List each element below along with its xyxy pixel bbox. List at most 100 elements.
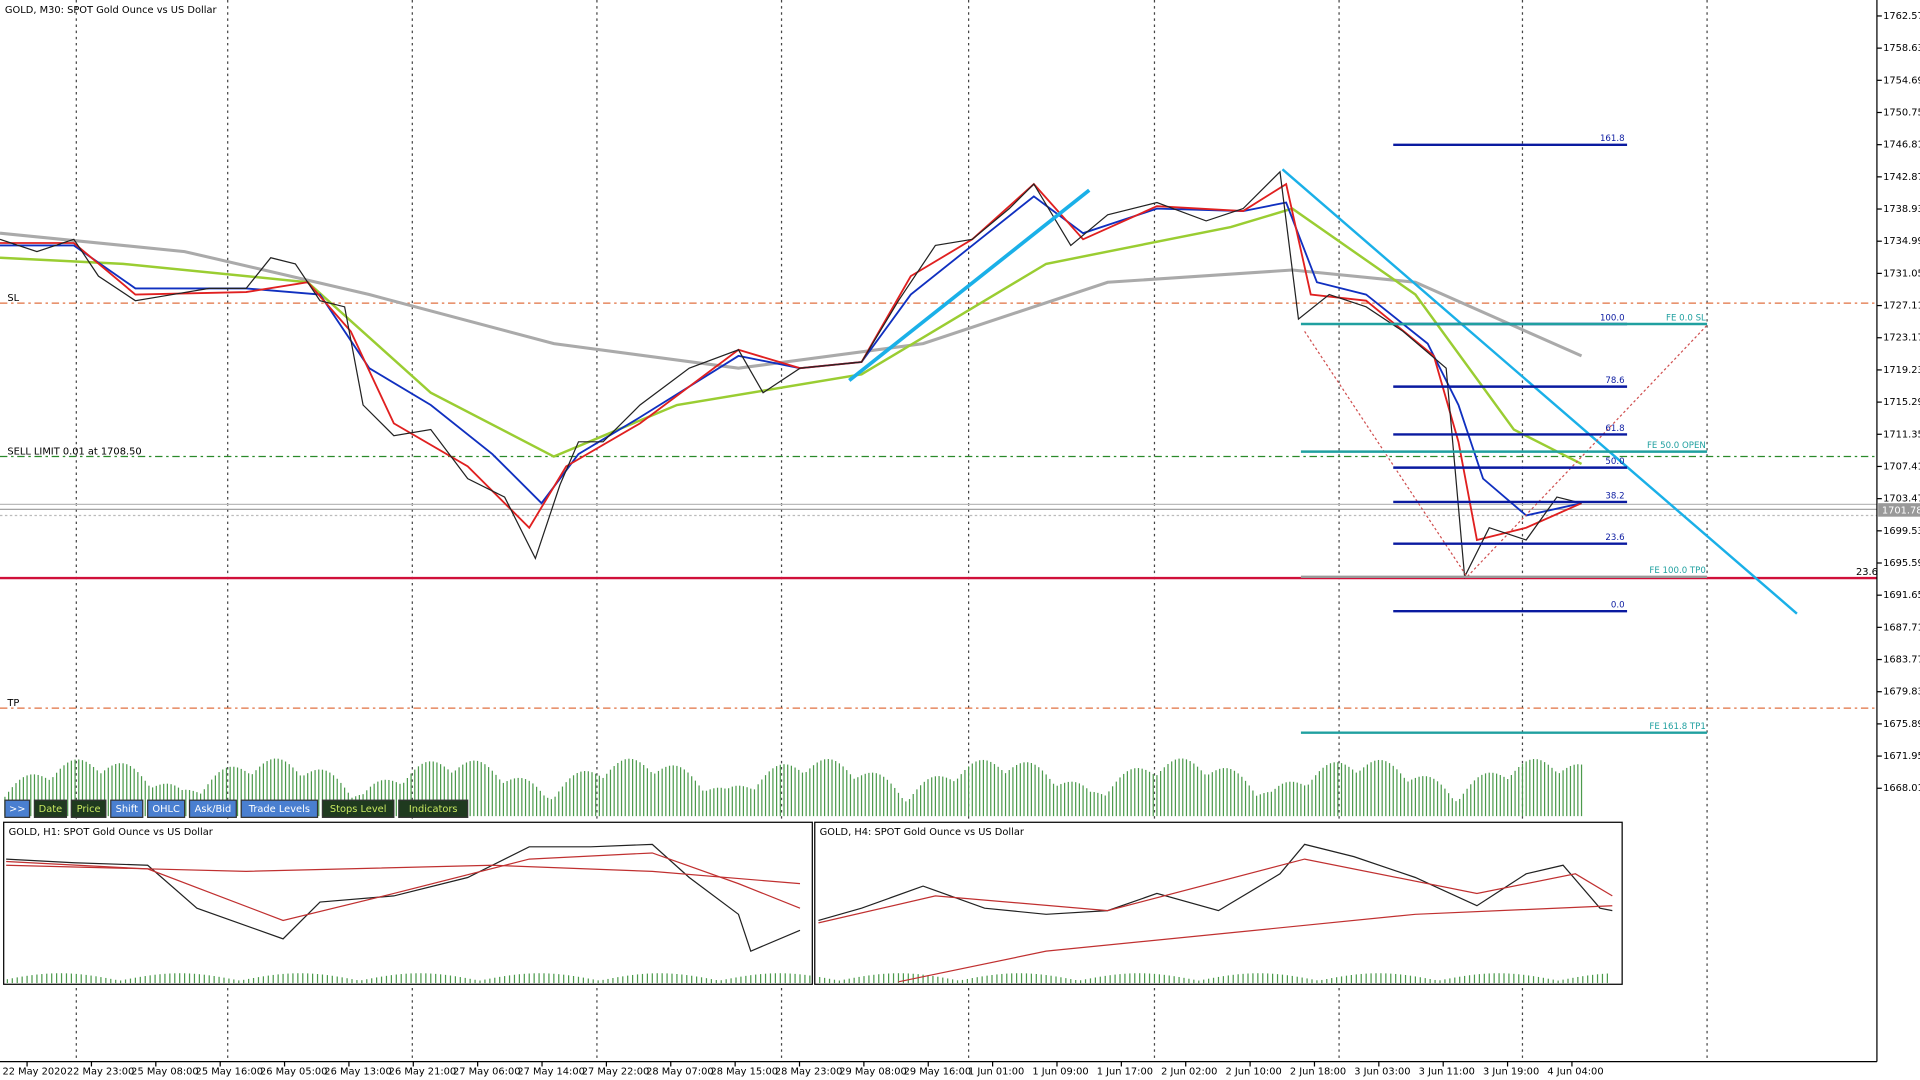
- expansion: FE 0.0 SL FE 50.0 OPEN FE 100.0 TP0 FE 161.…: [1300, 313, 1708, 734]
- price-label: 1691.65: [1883, 590, 1920, 601]
- price-label: 1723.17: [1883, 333, 1920, 344]
- time-label: 27 May 06:00: [453, 1066, 521, 1077]
- tp-label: TP: [6, 698, 19, 709]
- trend-line: [1281, 168, 1798, 615]
- fib-label: 23.6: [1605, 533, 1624, 543]
- price-label: 1731.05: [1883, 268, 1920, 279]
- price-label: 1742.87: [1883, 172, 1920, 183]
- subchart-title: GOLD, H4: SPOT Gold Ounce vs US Dollar: [820, 827, 1025, 838]
- price-label: 1711.35: [1883, 429, 1920, 440]
- time-label: 1 Jun 09:00: [1032, 1066, 1088, 1077]
- button-label: Stops Level: [330, 804, 387, 815]
- button-face: [70, 799, 107, 818]
- button-label: Shift: [116, 804, 139, 815]
- time-label: 28 May 23:00: [775, 1066, 843, 1077]
- price-label: 1683.77: [1883, 655, 1920, 666]
- price-label: 1695.59: [1883, 558, 1920, 569]
- ma-red: [0, 182, 1582, 542]
- trend-line: [848, 188, 1091, 382]
- time-label: 1 Jun 01:00: [968, 1066, 1024, 1077]
- toolbar-button[interactable]: Date: [33, 799, 68, 818]
- fib-label: 50.0: [1605, 457, 1624, 467]
- button-face: [240, 799, 319, 818]
- button-face: [188, 799, 237, 818]
- fib-label: 0.0: [1611, 601, 1625, 611]
- button-face: [147, 799, 186, 818]
- time-label: 22 May 23:00: [67, 1066, 135, 1077]
- fe-label: FE 161.8 TP1: [1649, 722, 1705, 732]
- time-label: 26 May 21:00: [389, 1066, 457, 1077]
- volumes: [4, 758, 1583, 817]
- price-label: 1675.89: [1883, 719, 1920, 730]
- price-label: 1750.75: [1883, 107, 1920, 118]
- price-axis: 1762.57 1758.63 1754.69 1750.75 1746.81 1742.…: [1876, 11, 1920, 794]
- fe-label: FE 0.0 SL: [1666, 313, 1706, 323]
- time-label: 29 May 16:00: [904, 1066, 972, 1077]
- subchart-frame: [3, 821, 813, 985]
- time-label: 3 Jun 19:00: [1483, 1066, 1539, 1077]
- toolbar-button[interactable]: OHLC: [147, 799, 186, 818]
- h4-ma: [818, 858, 1613, 924]
- h4-price: [818, 843, 1613, 922]
- chart-title: GOLD, M30: SPOT Gold Ounce vs US Dollar: [5, 5, 218, 16]
- fib-label: 38.2: [1605, 491, 1624, 501]
- fe-label: FE 50.0 OPEN: [1647, 441, 1706, 451]
- price-label: 1687.71: [1883, 622, 1920, 633]
- time-label: 27 May 22:00: [582, 1066, 650, 1077]
- fe-label: FE 100.0 TP0: [1649, 566, 1705, 576]
- sell-limit-label: SELL LIMIT 0.01 at 1708.50: [7, 447, 141, 458]
- button-face: [321, 799, 395, 818]
- toolbar-button[interactable]: Stops Level: [321, 799, 395, 818]
- price-label: 1671.95: [1883, 751, 1920, 762]
- price-label: 1703.47: [1883, 494, 1920, 505]
- button-face: [398, 799, 469, 818]
- toolbar: >> Date Price Shift OHLC Ask/Bid Trade Levels S…: [4, 799, 469, 818]
- fib-label: 100.0: [1600, 313, 1625, 323]
- toolbar-button[interactable]: Indicators: [398, 799, 469, 818]
- price-series: [0, 170, 1582, 580]
- price-label: 1734.99: [1883, 236, 1920, 247]
- button-label: Ask/Bid: [195, 804, 232, 815]
- price-label: 1758.63: [1883, 43, 1920, 54]
- toolbar-button[interactable]: Price: [70, 799, 107, 818]
- button-label: >>: [9, 804, 26, 815]
- time-label: 2 Jun 10:00: [1225, 1066, 1281, 1077]
- toolbar-button[interactable]: Shift: [110, 799, 144, 818]
- time-label: 3 Jun 11:00: [1419, 1066, 1475, 1077]
- time-label: 25 May 08:00: [131, 1066, 199, 1077]
- time-label: 2 Jun 18:00: [1290, 1066, 1346, 1077]
- button-label: Price: [77, 804, 101, 815]
- subchart-frame: [814, 821, 1623, 985]
- button-label: Date: [39, 804, 63, 815]
- price-label: 1668.01: [1883, 783, 1920, 794]
- toolbar-button[interactable]: >>: [4, 799, 31, 818]
- time-label: 26 May 05:00: [260, 1066, 328, 1077]
- price-label: 1746.81: [1883, 140, 1920, 151]
- toolbar-button[interactable]: Trade Levels: [240, 799, 319, 818]
- price-label: 1715.29: [1883, 397, 1920, 408]
- fibonacci: 161.8 100.0 78.6 61.8 50.0 38.2 23.6 0.0: [1393, 134, 1628, 613]
- current-price-box: [1878, 503, 1920, 517]
- price-label: 1762.57: [1883, 11, 1920, 22]
- time-label: 3 Jun 03:00: [1354, 1066, 1410, 1077]
- fib-label: 161.8: [1600, 134, 1625, 144]
- price-label: 1699.53: [1883, 526, 1920, 537]
- time-label: 28 May 15:00: [711, 1066, 779, 1077]
- time-label: 4 Jun 04:00: [1547, 1066, 1603, 1077]
- h4-ma-slow: [898, 905, 1613, 983]
- current-price: 1701.78: [1882, 506, 1920, 517]
- price-label: 1754.69: [1883, 75, 1920, 86]
- button-label: Indicators: [409, 804, 458, 815]
- time-label: 29 May 08:00: [839, 1066, 907, 1077]
- fib-label: 61.8: [1605, 424, 1624, 434]
- time-label: 22 May 2020: [2, 1066, 66, 1077]
- price-label: 1719.23: [1883, 365, 1920, 376]
- time-label: 28 May 07:00: [646, 1066, 714, 1077]
- toolbar-button[interactable]: Ask/Bid: [188, 799, 237, 818]
- h1-ma-slow: [6, 864, 801, 885]
- fib-label: 78.6: [1605, 376, 1624, 386]
- time-label: 2 Jun 02:00: [1161, 1066, 1217, 1077]
- button-face: [33, 799, 68, 818]
